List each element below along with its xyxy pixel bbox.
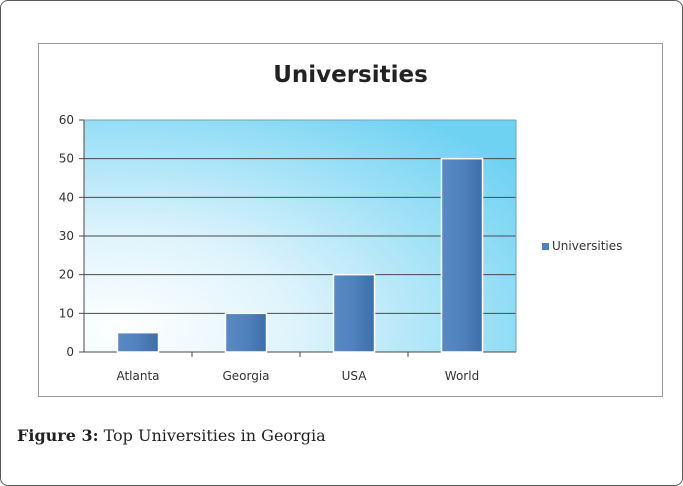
- x-tick-label: Atlanta: [116, 369, 159, 383]
- y-tick-label: 30: [59, 229, 74, 243]
- legend-label: Universities: [552, 239, 623, 253]
- y-tick-label: 0: [66, 345, 74, 359]
- y-tick-label: 10: [59, 306, 74, 320]
- y-tick-label: 50: [59, 152, 74, 166]
- bar: [332, 273, 376, 353]
- x-tick-label: World: [445, 369, 479, 383]
- x-tick-label: USA: [342, 369, 368, 383]
- bar: [224, 312, 268, 353]
- legend-swatch: [542, 242, 549, 250]
- figure-caption: Figure 3: Top Universities in Georgia: [17, 426, 326, 445]
- chart-title: Universities: [273, 62, 428, 88]
- caption-label: Figure 3:: [17, 426, 99, 445]
- caption-text: Top Universities in Georgia: [98, 426, 326, 445]
- chart-plot: 0 10 20 30 40 50 60 Atlanta Georgia USA World: [59, 113, 517, 383]
- y-tick-label: 60: [59, 113, 74, 127]
- chart-legend: Universities: [542, 239, 622, 253]
- chart-container: Universities 0 10 20 30 40 50 60 Atlanta Georgia…: [38, 43, 663, 397]
- bar: [440, 157, 484, 353]
- x-tick-label: Georgia: [222, 369, 269, 383]
- bar: [116, 331, 160, 353]
- y-tick-label: 40: [59, 190, 74, 204]
- y-tick-label: 20: [59, 268, 74, 282]
